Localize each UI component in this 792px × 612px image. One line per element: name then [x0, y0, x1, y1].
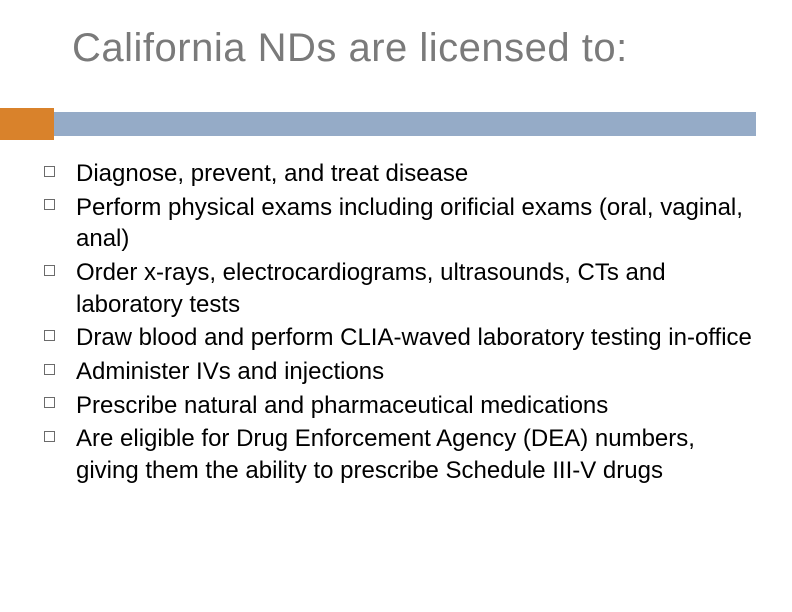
list-item: Order x-rays, electrocardiograms, ultras… — [40, 257, 752, 320]
list-item: Perform physical exams including orifici… — [40, 192, 752, 255]
list-item: Prescribe natural and pharmaceutical med… — [40, 390, 752, 422]
list-item: Draw blood and perform CLIA-waved labora… — [40, 322, 752, 354]
square-bullet-icon — [44, 330, 55, 341]
list-item: Diagnose, prevent, and treat disease — [40, 158, 752, 190]
slide: California NDs are licensed to: Diagnose… — [0, 0, 792, 612]
bullet-list: Diagnose, prevent, and treat disease Perf… — [40, 158, 752, 487]
slide-body: Diagnose, prevent, and treat disease Perf… — [40, 158, 752, 489]
title-divider — [0, 108, 792, 140]
square-bullet-icon — [44, 397, 55, 408]
divider-accent — [0, 108, 54, 140]
square-bullet-icon — [44, 431, 55, 442]
square-bullet-icon — [44, 166, 55, 177]
list-item-text: Diagnose, prevent, and treat disease — [76, 160, 468, 187]
divider-bar — [54, 112, 756, 136]
list-item-text: Are eligible for Drug Enforcement Agency… — [76, 425, 695, 484]
slide-title: California NDs are licensed to: — [72, 26, 752, 71]
list-item-text: Draw blood and perform CLIA-waved labora… — [76, 324, 752, 351]
list-item-text: Perform physical exams including orifici… — [76, 194, 743, 253]
square-bullet-icon — [44, 364, 55, 375]
list-item-text: Order x-rays, electrocardiograms, ultras… — [76, 259, 666, 318]
list-item: Administer IVs and injections — [40, 356, 752, 388]
square-bullet-icon — [44, 199, 55, 210]
list-item-text: Administer IVs and injections — [76, 358, 384, 385]
square-bullet-icon — [44, 265, 55, 276]
list-item-text: Prescribe natural and pharmaceutical med… — [76, 392, 608, 419]
list-item: Are eligible for Drug Enforcement Agency… — [40, 423, 752, 486]
